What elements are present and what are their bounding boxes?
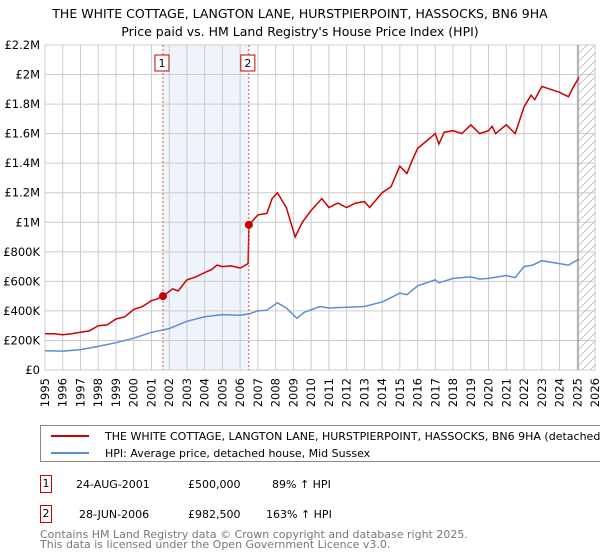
y-tick-label: £1.8M [4,97,40,111]
y-tick-label: £400K [3,304,40,318]
x-tick-label: 2005 [215,378,229,407]
legend-item-hpi: HPI: Average price, detached house, Mid … [51,445,370,461]
legend-label-hpi: HPI: Average price, detached house, Mid … [105,446,371,460]
y-tick-label: £0 [25,363,40,377]
x-tick-label: 2026 [588,378,600,407]
sale-date: 28-JUN-2006 [79,508,150,521]
x-tick-label: 2020 [482,378,496,407]
sale-label: 2 [244,57,251,70]
sale-row-2: 2 28-JUN-2006 £982,500 163% ↑ HPI [40,505,600,525]
x-tick-label: 2017 [428,378,442,407]
sale-badge: 1 [40,475,52,493]
property-price-line [45,77,580,336]
chart-subtitle: Price paid vs. HM Land Registry's House … [121,24,478,39]
y-tick-label: £1.4M [4,156,40,170]
x-tick-label: 2023 [535,378,549,407]
y-tick-label: £1.2M [4,186,40,200]
price-chart: THE WHITE COTTAGE, LANGTON LANE, HURSTPI… [3,6,600,407]
x-tick-label: 2011 [322,378,336,407]
x-tick-label: 2002 [162,378,176,407]
legend-label-property: THE WHITE COTTAGE, LANGTON LANE, HURSTPI… [105,429,600,443]
y-tick-label: £1.6M [4,127,40,141]
footer-copyright: Contains HM Land Registry data © Crown c… [40,528,468,541]
x-tick-label: 2009 [286,378,300,407]
x-tick-label: 1997 [73,378,87,407]
x-tick-label: 1996 [56,378,70,407]
x-tick-label: 1995 [38,378,52,407]
legend-swatch-red [51,435,89,437]
sale-badge: 2 [40,505,52,523]
x-tick-label: 2024 [553,378,567,407]
sale-row-1: 1 24-AUG-2001 £500,000 89% ↑ HPI [40,475,600,495]
sale-point [244,220,253,229]
legend-swatch-blue [51,452,89,454]
legend: THE WHITE COTTAGE, LANGTON LANE, HURSTPI… [40,425,600,462]
x-tick-label: 2000 [127,378,141,407]
footer: Contains HM Land Registry data © Crown c… [40,528,468,551]
sale-label-box [240,54,256,72]
x-tick-label: 2021 [499,378,513,407]
hpi-line [44,258,580,352]
x-tick-label: 2013 [357,378,371,407]
sale-date: 24-AUG-2001 [76,478,150,491]
sale-price: £982,500 [188,508,241,521]
x-tick-label: 2001 [144,378,158,407]
sale-hpi-change: 163% ↑ HPI [266,508,332,521]
y-tick-label: £800K [3,245,40,259]
chart-title: THE WHITE COTTAGE, LANGTON LANE, HURSTPI… [51,6,548,21]
x-tick-label: 2025 [570,378,584,407]
x-tick-label: 2018 [446,378,460,407]
x-tick-label: 2004 [198,378,212,407]
y-tick-label: £200K [3,333,40,347]
x-tick-label: 2010 [304,378,318,407]
footer-licence: This data is licensed under the Open Gov… [40,538,391,551]
x-tick-label: 1998 [91,378,105,407]
sale-price: £500,000 [188,478,241,491]
x-tick-label: 2008 [269,378,283,407]
x-tick-label: 2012 [340,378,354,407]
x-tick-label: 2015 [393,378,407,407]
y-tick-label: £2.2M [4,38,40,52]
x-tick-label: 1999 [109,378,123,407]
sale-label: 1 [158,57,165,70]
x-tick-label: 2014 [375,378,389,407]
plot-border [44,44,596,371]
x-tick-label: 2019 [464,378,478,407]
x-tick-label: 2022 [517,378,531,407]
sale-point [158,292,167,301]
x-tick-label: 2006 [233,378,247,407]
forecast-hatch [578,45,595,370]
x-tick-label: 2007 [251,378,265,407]
y-tick-label: £600K [3,274,40,288]
x-tick-label: 2016 [411,378,425,407]
y-tick-label: £2M [15,68,40,82]
sale-period-shading [162,45,249,370]
sale-hpi-change: 89% ↑ HPI [272,478,331,491]
legend-item-property: THE WHITE COTTAGE, LANGTON LANE, HURSTPI… [51,428,600,444]
sale-label-box [154,54,170,72]
x-tick-label: 2003 [180,378,194,407]
y-tick-label: £1M [15,215,40,229]
